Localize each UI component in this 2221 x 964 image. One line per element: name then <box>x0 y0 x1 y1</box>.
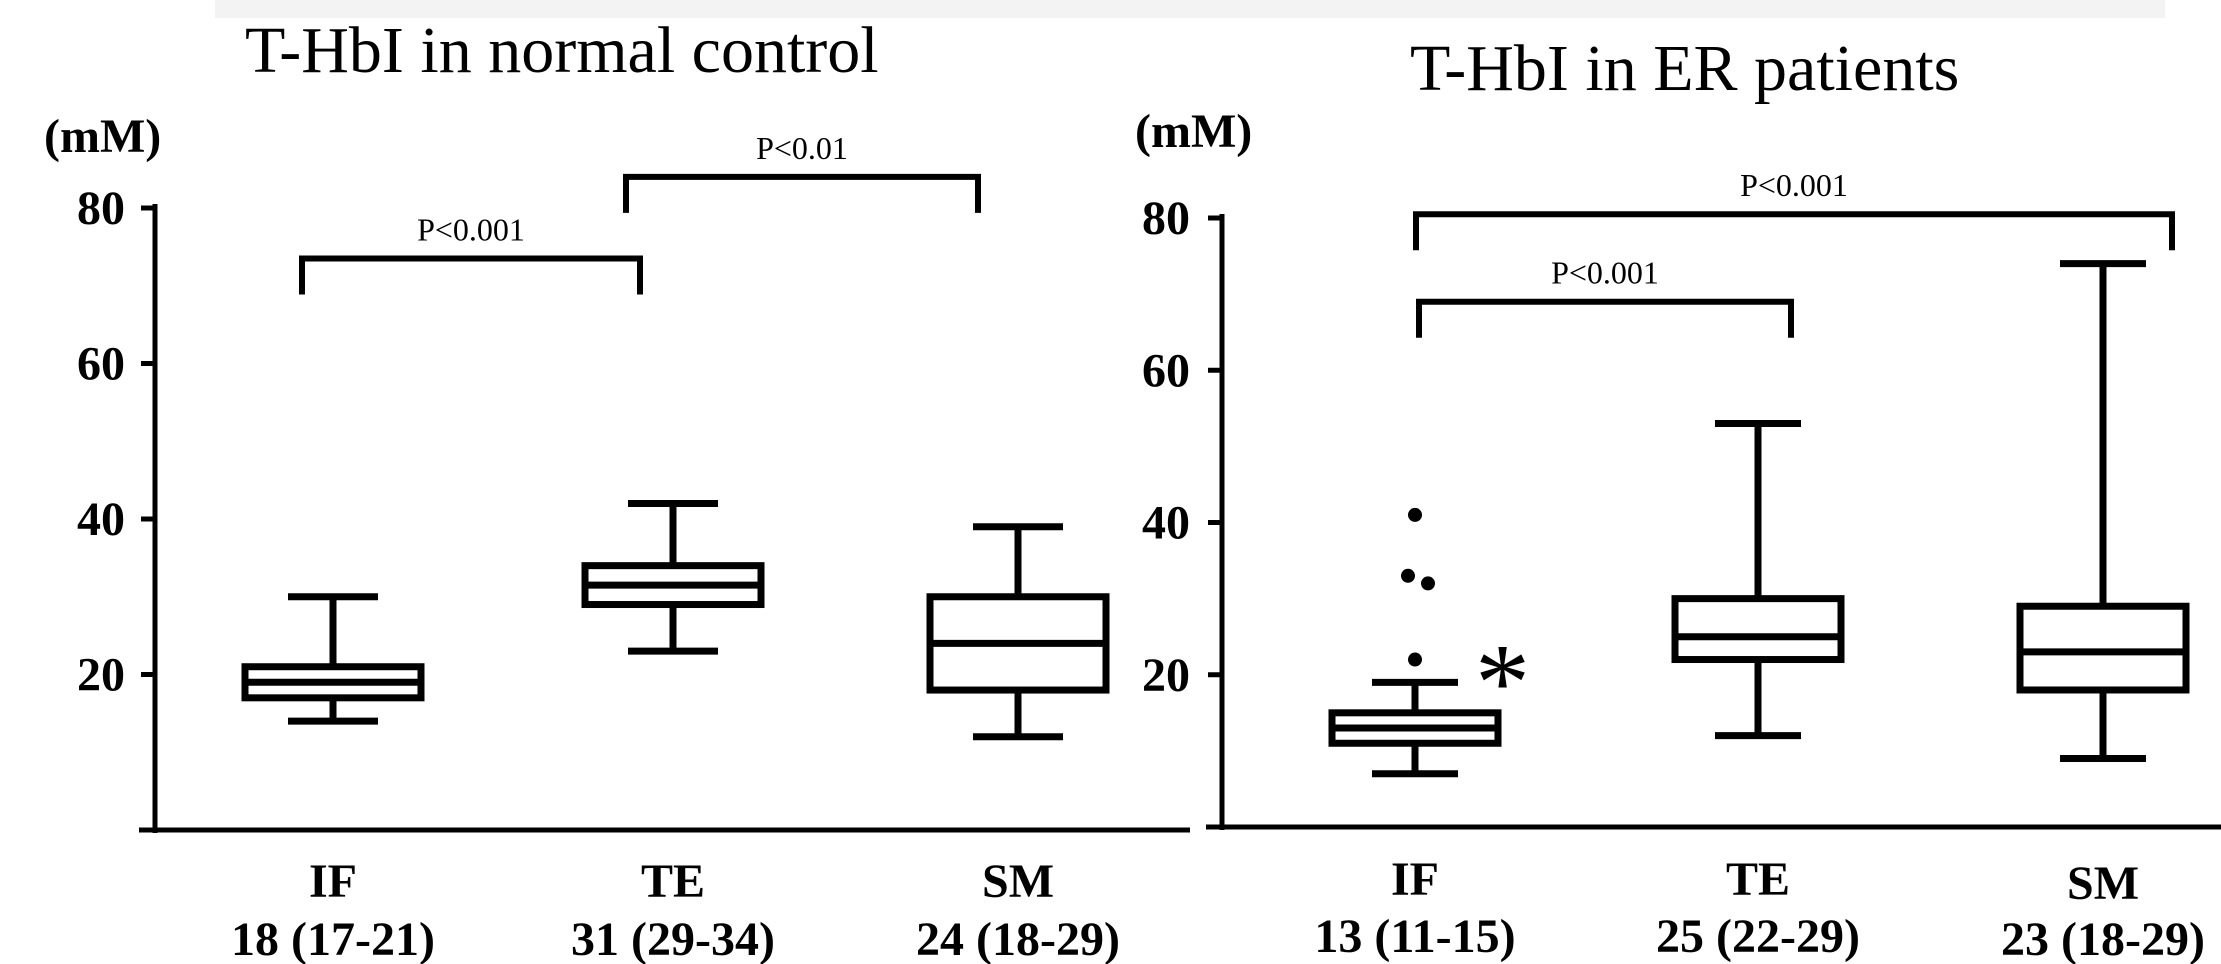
x-category-label: SM <box>2067 857 2139 910</box>
x-category-label: TE <box>641 855 705 908</box>
box-sm <box>2016 260 2190 762</box>
x-summary-label: 31 (29-34) <box>571 913 775 964</box>
significance-bracket <box>623 173 981 213</box>
panel-title: T-HbI in ER patients <box>1410 32 1959 105</box>
box-if <box>1328 507 1502 778</box>
y-tick-label: 40 <box>1142 497 1190 550</box>
y-tick-label: 60 <box>77 338 125 391</box>
box-te <box>581 499 765 655</box>
significance-bracket <box>299 255 643 295</box>
outlier-point <box>1408 652 1422 667</box>
p-value-label: P<0.001 <box>1551 255 1659 291</box>
panel-normal-control: T-HbI in normal control (mM) 20 40 60 80 IF1… <box>44 14 1190 964</box>
iqr-box <box>1671 595 1845 664</box>
significance-bracket <box>1413 211 2175 251</box>
y-tick-label: 20 <box>1142 649 1190 702</box>
y-tick-label: 80 <box>77 182 125 235</box>
iqr-box <box>2016 602 2190 694</box>
p-value-label: P<0.001 <box>417 212 525 248</box>
outlier-point <box>1401 568 1415 583</box>
outlier-point <box>1421 576 1435 591</box>
x-category-label: IF <box>1391 853 1439 906</box>
box-if <box>241 593 425 725</box>
x-summary-label: 13 (11-15) <box>1314 910 1515 963</box>
panel-title: T-HbI in normal control <box>245 14 879 87</box>
x-summary-label: 25 (22-29) <box>1656 910 1860 963</box>
x-category-label: SM <box>982 855 1054 908</box>
box-sm <box>926 523 1110 741</box>
x-category-label: IF <box>309 855 357 908</box>
y-axis-label: (mM) <box>1135 105 1252 158</box>
box-te <box>1671 420 1845 740</box>
y-tick-label: 60 <box>1142 344 1190 397</box>
y-tick-label: 20 <box>77 649 125 702</box>
x-category-label: TE <box>1726 853 1790 906</box>
y-tick-label: 80 <box>1142 192 1190 245</box>
outlier-point <box>1408 507 1422 522</box>
y-tick-label: 40 <box>77 493 125 546</box>
x-summary-label: 24 (18-29) <box>916 913 1120 964</box>
y-axis-label: (mM) <box>44 110 161 163</box>
top-band <box>215 0 2165 18</box>
significance-asterisk: * <box>1475 622 1530 744</box>
x-summary-label: 18 (17-21) <box>231 913 435 964</box>
p-value-label: P<0.01 <box>756 130 848 166</box>
significance-bracket <box>1416 298 1794 338</box>
p-value-label: P<0.001 <box>1740 167 1848 203</box>
x-summary-label: 23 (18-29) <box>2001 913 2205 964</box>
